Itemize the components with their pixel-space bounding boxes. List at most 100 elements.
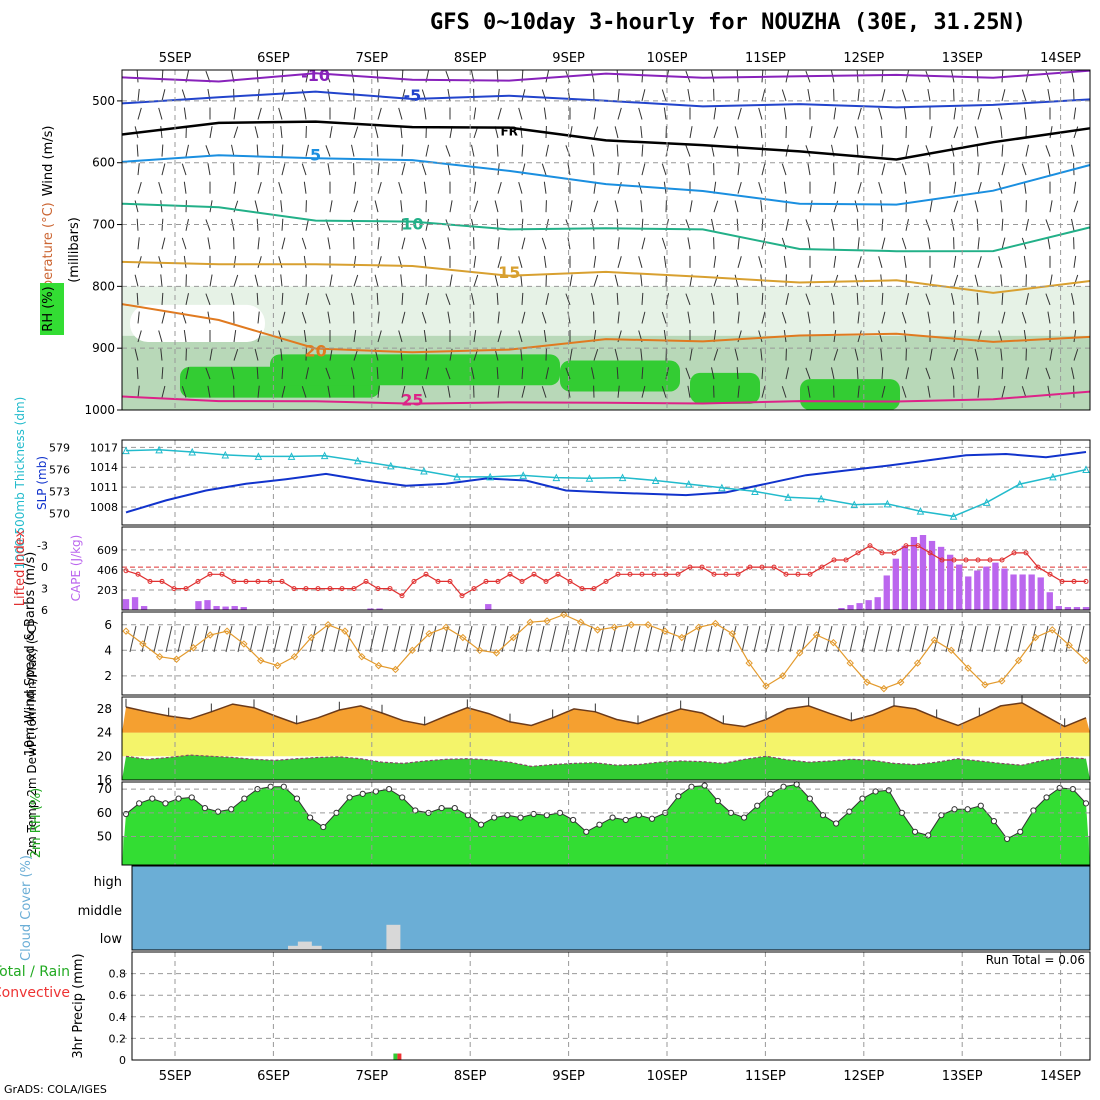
wind-barb bbox=[545, 367, 549, 380]
wind-barb bbox=[881, 144, 884, 157]
wind-barb bbox=[977, 107, 982, 120]
wind-barb bbox=[136, 292, 139, 305]
wind-barb bbox=[761, 292, 764, 305]
wind-barb bbox=[857, 237, 860, 250]
wind-marker bbox=[459, 633, 467, 642]
wind-barb bbox=[1023, 107, 1027, 120]
wind-barb bbox=[573, 625, 581, 653]
rh-marker bbox=[701, 782, 708, 789]
wind-barb bbox=[1023, 255, 1027, 268]
wind-barb bbox=[351, 144, 355, 157]
wind-barb bbox=[927, 311, 931, 324]
lifted-marker bbox=[219, 571, 225, 577]
wind-barb bbox=[257, 256, 262, 268]
wind-barb bbox=[880, 126, 883, 139]
wind-marker bbox=[560, 610, 568, 619]
wind-barb bbox=[281, 292, 284, 305]
wind-barb bbox=[471, 144, 475, 157]
wind-barb bbox=[305, 218, 309, 231]
cape-bar bbox=[204, 600, 211, 610]
wind-barb bbox=[353, 126, 359, 139]
wind-barb bbox=[425, 144, 429, 157]
wind-barb bbox=[614, 126, 619, 139]
wind-barb bbox=[737, 88, 740, 101]
wind-barb bbox=[760, 200, 763, 213]
wind-barb bbox=[161, 385, 166, 398]
rh-marker bbox=[793, 781, 800, 788]
wind-barb bbox=[878, 107, 883, 120]
lifted-marker bbox=[255, 578, 261, 584]
lifted-marker bbox=[303, 586, 309, 592]
wind-marker bbox=[273, 661, 282, 670]
wind-barb bbox=[857, 88, 860, 101]
rh-tick-label: 50 bbox=[97, 830, 112, 844]
lifted-marker bbox=[735, 571, 741, 577]
cape-tick-label: 203 bbox=[97, 584, 118, 597]
wind-barb bbox=[1071, 367, 1075, 380]
wind-barb bbox=[807, 237, 811, 250]
wind-marker bbox=[475, 646, 484, 655]
lifted-marker bbox=[627, 571, 633, 577]
wind-marker bbox=[1048, 626, 1057, 634]
wind-barb bbox=[925, 293, 931, 306]
thickness-marker bbox=[155, 445, 163, 454]
wind-barb bbox=[473, 255, 477, 268]
rh-marker bbox=[399, 794, 406, 801]
wind-barb bbox=[854, 126, 859, 139]
cape-bar bbox=[1019, 574, 1026, 610]
wind-barb bbox=[398, 107, 403, 120]
wind-barb bbox=[301, 386, 307, 398]
lifted-marker bbox=[639, 571, 645, 577]
wind-barb bbox=[160, 126, 163, 139]
rh-marker bbox=[977, 802, 984, 809]
wind-barb bbox=[401, 163, 406, 176]
wind-barb bbox=[1065, 625, 1073, 653]
lifted-marker bbox=[207, 571, 213, 577]
wind-barb bbox=[254, 126, 259, 139]
wind-barb bbox=[685, 367, 691, 380]
wind-barb bbox=[421, 163, 427, 176]
wind-marker bbox=[964, 664, 972, 672]
wind-barb bbox=[781, 386, 787, 398]
wind-barb bbox=[377, 311, 380, 324]
wind-barb bbox=[1001, 89, 1006, 102]
wind-barb bbox=[329, 348, 333, 361]
wind-barb bbox=[1001, 311, 1006, 324]
wind-marker bbox=[795, 649, 804, 657]
cape-bar bbox=[883, 575, 890, 610]
rh-marker bbox=[122, 810, 130, 818]
wind-barb bbox=[521, 89, 526, 102]
lifted-marker bbox=[1023, 550, 1029, 556]
wind-barb bbox=[593, 126, 599, 139]
wind-barb bbox=[831, 367, 835, 380]
cape-bar bbox=[131, 597, 139, 610]
wind-barb bbox=[518, 256, 523, 268]
wind-barb bbox=[616, 367, 619, 380]
wind-barb bbox=[561, 625, 569, 653]
bottom-date-label: 12SEP bbox=[843, 1069, 884, 1084]
bottom-date-label: 5SEP bbox=[159, 1069, 192, 1084]
cloud-level-label: middle bbox=[78, 904, 122, 919]
wind-marker bbox=[324, 621, 332, 629]
thickness-marker bbox=[420, 466, 428, 475]
wind-barb bbox=[1021, 89, 1027, 102]
wind-barb bbox=[713, 348, 719, 361]
wind-barb bbox=[281, 163, 286, 176]
wind-barb bbox=[881, 311, 886, 324]
rh-marker bbox=[688, 783, 695, 790]
wind-barb bbox=[209, 274, 213, 287]
wind-barb bbox=[421, 237, 427, 250]
wind-barb bbox=[278, 181, 283, 194]
wind-barb bbox=[543, 330, 547, 343]
rh-marker bbox=[635, 812, 642, 819]
thickness-marker bbox=[651, 476, 660, 484]
wind-barb bbox=[617, 311, 620, 324]
wind-barb bbox=[521, 237, 526, 250]
wind-barb bbox=[758, 181, 763, 194]
wind-barb bbox=[376, 70, 379, 83]
wind-barb bbox=[353, 181, 357, 194]
thickness-marker bbox=[320, 451, 329, 460]
wind-barb bbox=[711, 70, 715, 83]
wind-barb bbox=[473, 330, 477, 343]
lifted-marker bbox=[687, 564, 693, 570]
